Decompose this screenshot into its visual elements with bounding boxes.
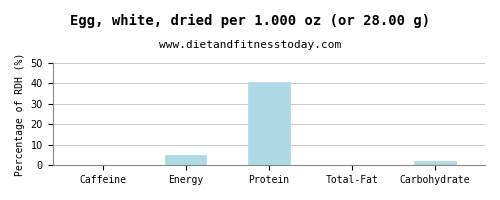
Text: Egg, white, dried per 1.000 oz (or 28.00 g): Egg, white, dried per 1.000 oz (or 28.00…	[70, 14, 430, 28]
Bar	[248, 82, 290, 165]
Bar	[414, 161, 456, 165]
Bar	[165, 155, 206, 165]
Text: www.dietandfitnesstoday.com: www.dietandfitnesstoday.com	[159, 40, 341, 50]
Y-axis label: Percentage of RDH (%): Percentage of RDH (%)	[15, 52, 25, 176]
